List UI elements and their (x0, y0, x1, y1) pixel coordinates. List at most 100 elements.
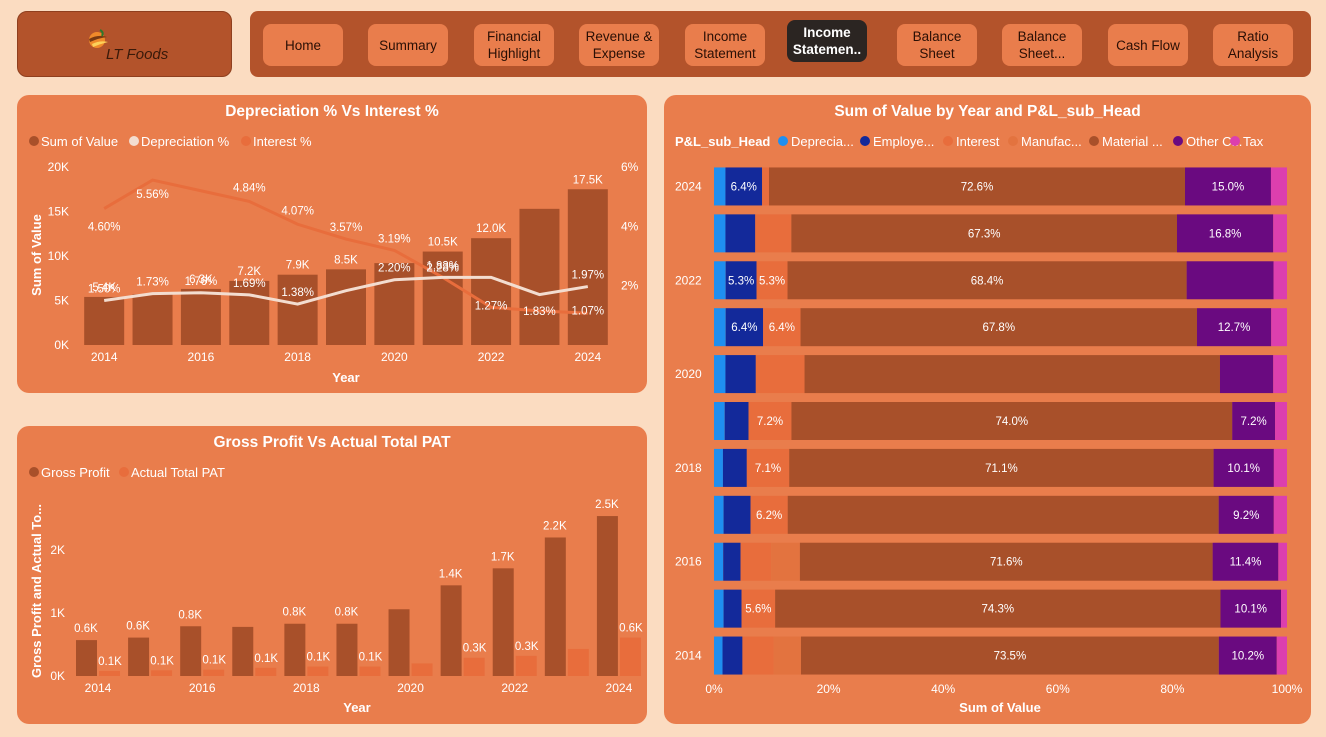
segment-2020-1[interactable] (725, 355, 756, 394)
pat-bar-2023[interactable] (567, 648, 589, 676)
segment-2018-5[interactable] (1213, 448, 1274, 487)
gross-bar-2022[interactable] (492, 568, 514, 676)
pat-bar-2017[interactable] (255, 667, 277, 676)
segment-2014-6[interactable] (1276, 636, 1287, 675)
line-interest[interactable] (103, 178, 588, 315)
bar-2018[interactable] (277, 274, 318, 345)
segment-2019-5[interactable] (1232, 402, 1276, 440)
segment-2016-5[interactable] (1212, 542, 1279, 581)
segment-2016-2[interactable] (740, 542, 772, 581)
pat-bar-2015[interactable] (151, 670, 173, 676)
pat-bar-2022[interactable] (515, 655, 537, 676)
segment-2017-2[interactable] (750, 495, 788, 534)
segment-2019-2[interactable] (748, 402, 792, 440)
segment-2022-2[interactable] (756, 261, 788, 300)
pat-bar-2016[interactable] (203, 669, 225, 676)
segment-2015-2[interactable] (741, 589, 776, 628)
segment-2017-4[interactable] (787, 495, 1219, 534)
segment-2014-2[interactable] (742, 636, 774, 675)
bar-2022[interactable] (471, 238, 512, 345)
segment-2022-4[interactable] (787, 261, 1187, 300)
segment-2021-2[interactable] (763, 308, 801, 347)
segment-2019-1[interactable] (724, 402, 749, 440)
segment-2015-4[interactable] (775, 589, 1221, 628)
segment-2017-5[interactable] (1218, 495, 1274, 534)
segment-2020-5[interactable] (1219, 355, 1274, 394)
segment-2018-4[interactable] (789, 448, 1214, 487)
nav-home[interactable]: Home (263, 24, 343, 66)
nav-balance-sheet-2[interactable]: Balance Sheet... (1002, 24, 1082, 66)
gross-bar-2014[interactable] (76, 640, 97, 676)
nav-summary[interactable]: Summary (368, 24, 448, 66)
bar-2017[interactable] (229, 280, 270, 345)
segment-2020-4[interactable] (804, 355, 1220, 394)
legend-label-0[interactable]: Sum of Value (41, 134, 118, 149)
segment-2024-5[interactable] (1185, 167, 1271, 206)
nav-cash-flow[interactable]: Cash Flow (1108, 24, 1188, 66)
pat-bar-2024[interactable] (619, 637, 641, 676)
line-depreciation[interactable] (103, 275, 589, 306)
segment-2023-2[interactable] (755, 214, 792, 253)
segment-2018-0[interactable] (714, 448, 723, 487)
segment-2023-5[interactable] (1176, 214, 1274, 253)
bar-2016[interactable] (180, 288, 221, 345)
bar-2023[interactable] (519, 208, 560, 345)
segment-2016-6[interactable] (1278, 542, 1287, 581)
segment-2015-6[interactable] (1281, 589, 1287, 628)
bar-2015[interactable] (132, 294, 173, 345)
legend-label-0[interactable]: Gross Profit (41, 465, 110, 480)
pat-bar-2019[interactable] (359, 666, 381, 676)
segment-2023-6[interactable] (1273, 214, 1287, 253)
pat-bar-2014[interactable] (99, 670, 120, 676)
segment-2021-5[interactable] (1196, 308, 1272, 347)
legend-label-3[interactable]: Manufac... (1021, 134, 1082, 149)
gross-bar-2021[interactable] (440, 585, 462, 676)
gross-bar-2015[interactable] (128, 637, 150, 676)
legend-label-2[interactable]: Interest (956, 134, 1000, 149)
segment-2024-0[interactable] (714, 167, 726, 206)
gross-bar-2018[interactable] (284, 623, 306, 676)
segment-2016-0[interactable] (714, 542, 724, 581)
segment-2022-5[interactable] (1186, 261, 1274, 300)
segment-2021-0[interactable] (714, 308, 726, 347)
segment-2017-0[interactable] (714, 495, 724, 534)
nav-revenue-expense[interactable]: Revenue & Expense (579, 24, 659, 66)
segment-2018-1[interactable] (722, 448, 747, 487)
segment-2014-3[interactable] (773, 636, 801, 675)
legend-label-5[interactable]: Other C... (1186, 134, 1242, 149)
gross-bar-2024[interactable] (596, 516, 618, 676)
segment-2015-5[interactable] (1220, 589, 1282, 628)
segment-2024-4[interactable] (769, 167, 1186, 206)
legend-label-2[interactable]: Interest % (253, 134, 312, 149)
segment-2019-6[interactable] (1275, 402, 1287, 440)
segment-2014-5[interactable] (1218, 636, 1277, 675)
segment-2023-0[interactable] (714, 214, 726, 253)
nav-income-statement-2[interactable]: Income Statemen.. (787, 20, 867, 62)
gross-bar-2016[interactable] (180, 626, 202, 676)
legend-label-0[interactable]: Deprecia... (791, 134, 854, 149)
bar-2019[interactable] (326, 269, 366, 345)
bar-2021[interactable] (422, 251, 463, 345)
bar-2014[interactable] (84, 296, 125, 345)
segment-2021-1[interactable] (725, 308, 764, 347)
segment-2018-6[interactable] (1273, 448, 1287, 487)
segment-2014-4[interactable] (800, 636, 1219, 675)
legend-label-6[interactable]: Tax (1243, 134, 1264, 149)
bar-2020[interactable] (374, 263, 415, 345)
segment-2021-4[interactable] (800, 308, 1197, 347)
segment-2022-1[interactable] (725, 261, 757, 300)
gross-bar-2020[interactable] (388, 609, 410, 676)
segment-2024-2[interactable] (762, 167, 770, 206)
legend-label-1[interactable]: Employe... (873, 134, 934, 149)
gross-bar-2019[interactable] (336, 623, 358, 676)
segment-2020-2[interactable] (755, 355, 805, 394)
nav-balance-sheet[interactable]: Balance Sheet (897, 24, 977, 66)
segment-2021-6[interactable] (1271, 308, 1287, 347)
segment-2016-4[interactable] (799, 542, 1213, 581)
gross-bar-2023[interactable] (544, 537, 566, 676)
segment-2022-0[interactable] (714, 261, 726, 300)
pat-bar-2020[interactable] (411, 663, 433, 676)
segment-2024-1[interactable] (725, 167, 763, 206)
segment-2014-1[interactable] (722, 636, 743, 675)
nav-income-statement[interactable]: Income Statement (685, 24, 765, 66)
